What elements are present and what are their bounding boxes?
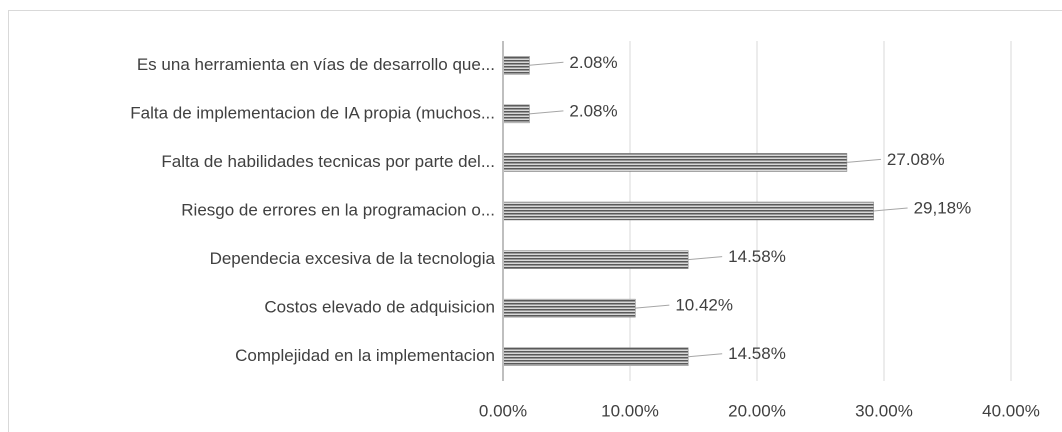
- bar: [502, 250, 689, 269]
- y-tick-label: Complejidad en la implementacion: [235, 346, 495, 365]
- y-tick-label: Es una herramienta en vías de desarrollo…: [137, 55, 495, 74]
- chart-border: [8, 10, 1062, 432]
- y-tick-label: Costos elevado de adquisicion: [264, 298, 495, 317]
- x-tick-label: 20.00%: [728, 401, 786, 420]
- y-tick-label: Dependecia excesiva de la tecnologia: [210, 249, 496, 268]
- leader-line: [873, 207, 908, 212]
- x-tick-label: 10.00%: [601, 401, 659, 420]
- value-label: 10.42%: [675, 296, 733, 315]
- value-label: 14.58%: [728, 247, 786, 266]
- x-tick-label: 40.00%: [982, 401, 1040, 420]
- value-label: 27.08%: [887, 150, 945, 169]
- value-label: 29,18%: [914, 198, 972, 217]
- value-label: 2.08%: [569, 101, 617, 120]
- value-label: 14.58%: [728, 344, 786, 363]
- value-label: 2.08%: [569, 53, 617, 72]
- leader-line: [529, 110, 564, 115]
- bar: [502, 104, 530, 124]
- bar: [502, 347, 689, 366]
- bar: [502, 201, 874, 221]
- x-tick-label: 0.00%: [479, 401, 527, 420]
- bar: [502, 298, 636, 318]
- bar: [502, 153, 848, 172]
- x-tick-label: 30.00%: [855, 401, 913, 420]
- leader-line: [635, 304, 670, 309]
- leader-line: [688, 353, 723, 358]
- y-tick-label: Falta de habilidades tecnicas por parte …: [161, 152, 495, 171]
- leader-line: [846, 158, 881, 163]
- leader-line: [529, 61, 564, 66]
- leader-line: [688, 256, 723, 261]
- y-tick-label: Riesgo de errores en la programacion o..…: [181, 200, 495, 219]
- bar: [502, 56, 530, 75]
- y-tick-label: Falta de implementacion de IA propia (mu…: [130, 103, 495, 122]
